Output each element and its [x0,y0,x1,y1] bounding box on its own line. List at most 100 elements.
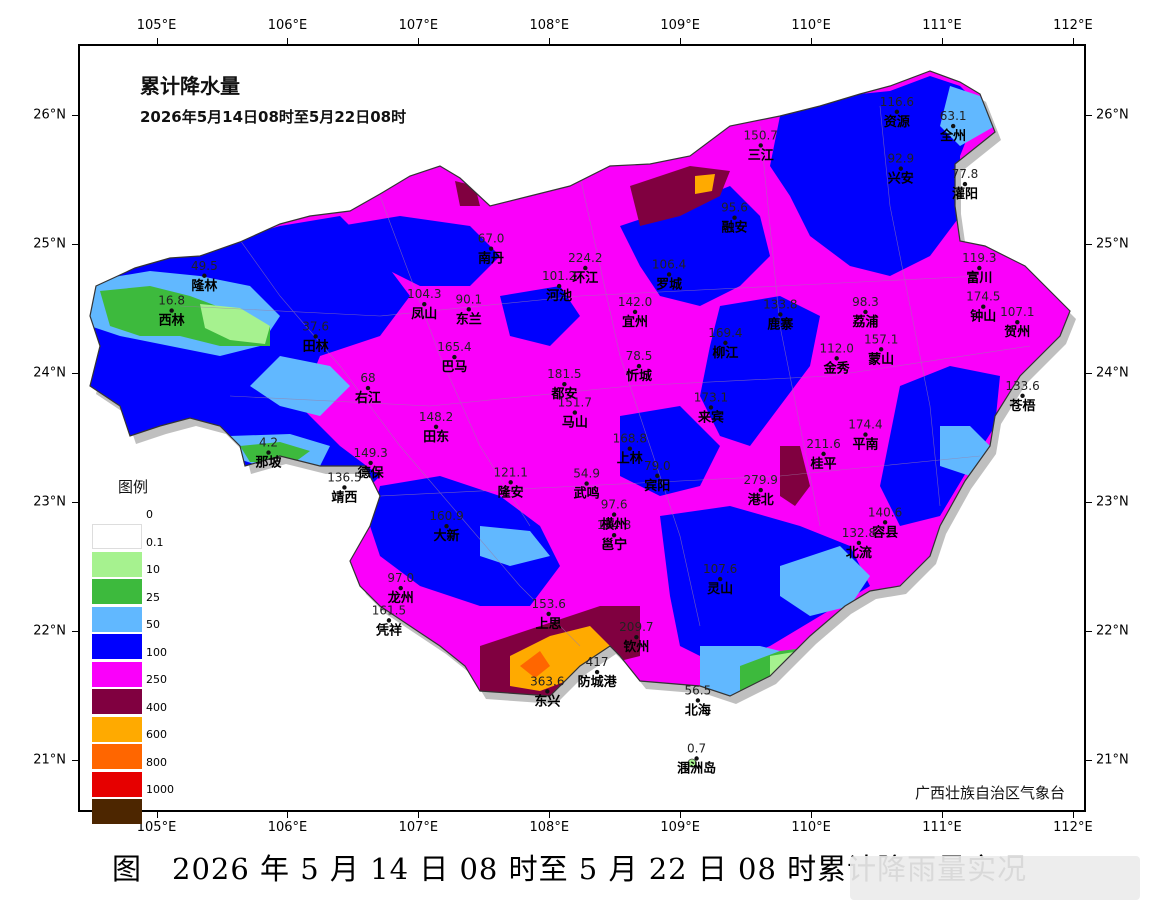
weizhou-island [687,758,697,768]
station-dot [444,523,449,529]
station-14: 173.1 来宾 [694,390,728,425]
lon-label-bottom: 110°E [791,820,831,835]
station-name: 涠洲岛 [677,760,716,776]
station-name: 河池 [546,288,572,304]
lat-label-right: 21°N [1096,752,1129,768]
lon-label-bottom: 108°E [529,820,570,835]
station-name: 西林 [159,313,185,329]
station-51: 107.1 贺州 [1000,305,1034,340]
station-value: 149.3 [353,446,387,460]
station-dot [508,480,513,485]
lon-tick [156,38,158,44]
lat-label-right: 26°N [1096,107,1129,123]
station-name: 苍梧 [1009,398,1036,414]
station-name: 兴安 [888,171,914,187]
station-dot [627,446,633,451]
station-dot [368,460,373,466]
station-41: 174.4 平南 [848,418,882,453]
lon-label-bottom: 112°E [1053,820,1093,835]
map-subtitle: 2026年5月14日08时至5月22日08时 [140,108,407,126]
station-value: 211.6 [806,437,840,451]
station-name: 钦州 [622,639,649,655]
station-24: 153.6 上思 [531,597,565,632]
station-name: 平南 [852,437,878,453]
station-name: 凤山 [411,306,437,322]
station-name: 那坡 [256,455,283,471]
source-credit: 广西壮族自治区气象台 [914,784,1065,802]
station-value: 133.6 [1005,379,1039,393]
station-value: 112.0 [819,341,853,355]
station-dot [546,611,551,617]
station-value: 119.3 [962,251,996,265]
station-11: 181.5 都安 [547,367,581,402]
station-name: 田东 [423,429,449,445]
station-43: 279.9 港北 [744,473,778,508]
station-31: 0.7 涠洲岛 [677,741,716,776]
station-dot [594,669,600,675]
lon-tick [418,812,420,818]
station-value: 121.1 [494,465,528,479]
station-dot [981,304,986,309]
station-dot [694,756,699,761]
legend-swatch [92,744,142,769]
station-name: 北海 [685,702,711,718]
lat-label-right: 24°N [1096,365,1129,381]
station-6: 90.1 东兰 [455,292,482,327]
station-value: 160.9 [429,509,463,523]
legend-label: 800 [146,755,167,769]
station-value: 174.5 [966,290,1000,304]
legend-swatch [92,661,142,687]
station-value: 224.2 [568,251,602,265]
station-name: 桂平 [810,456,837,472]
legend-swatch [92,716,142,742]
station-dot [266,450,271,455]
watermark-overlay [850,856,1140,900]
lat-tick [1086,502,1092,504]
lon-label-bottom: 105°E [136,820,177,835]
lon-tick [418,38,420,44]
station-value: 150.7 [744,128,778,142]
legend-swatch [92,579,142,604]
station-52: 133.6 苍梧 [1005,379,1039,414]
station-name: 罗城 [656,276,682,292]
station-dot [717,576,723,582]
station-26: 209.7 钦州 [619,620,653,655]
station-name: 忻城 [626,368,652,384]
station-value: 136.5 [327,470,361,484]
station-value: 181.5 [547,367,581,381]
station-23: 161.5 凭祥 [372,603,406,638]
station-dot [758,487,763,493]
station-38: 95.6 融安 [721,201,748,236]
station-layer: 49.5 隆林 16.8 西林 37.6 田林 4.2 那坡 68 右江 104.3 凤山 90.1 东兰… [158,95,1039,777]
station-53: 97.0 龙州 [387,571,414,606]
station-value: 101.2 [542,269,576,283]
station-value: 37.6 [302,319,329,333]
station-dot [488,246,494,251]
station-name: 荔浦 [851,314,878,330]
station-dot [572,410,578,415]
station-3: 4.2 那坡 [256,436,283,471]
station-value: 97.6 [601,498,628,512]
station-dot [1015,320,1020,325]
station-value: 107.1 [1000,305,1034,319]
station-value: 77.8 [952,167,979,181]
lon-tick [680,812,682,818]
station-name: 鹿寨 [767,316,793,332]
station-dot [398,585,403,591]
lat-tick [72,244,78,246]
station-dot [313,334,318,339]
station-dot [611,512,617,517]
station-dot [562,381,567,387]
station-dot [666,272,672,277]
station-value: 134.8 [597,518,631,532]
lat-tick [72,373,78,375]
legend-swatch [92,606,142,632]
station-value: 90.1 [455,292,482,306]
station-54: 98.3 荔浦 [851,295,878,330]
station-value: 116.6 [880,95,914,109]
lat-label-left: 21°N [33,752,66,768]
station-dot [433,424,439,429]
station-value: 56.5 [685,683,712,697]
station-value: 417 [586,655,609,669]
station-name: 都安 [550,386,577,402]
